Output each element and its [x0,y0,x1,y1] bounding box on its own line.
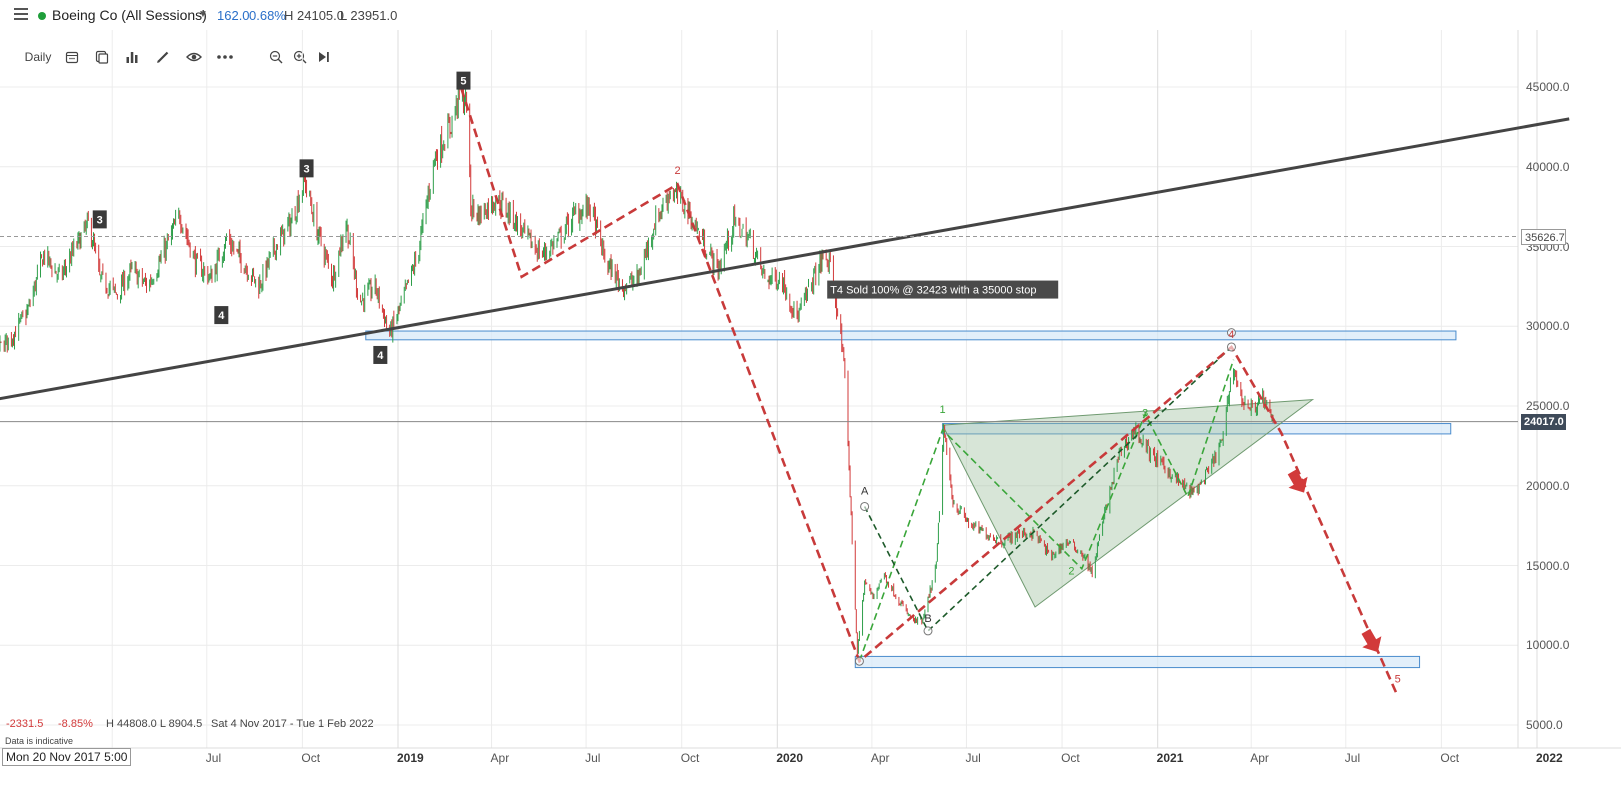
x-tick-label: 2019 [397,751,424,765]
wave-label: 4 [377,350,384,362]
session-low: L 23951.0 [340,8,398,23]
trade-annotation-box [827,280,1059,299]
range-change-percent: -8.85% [58,718,93,730]
cursor-date-label: Mon 20 Nov 2017 5:00 [2,748,132,766]
arrow-head [1361,628,1382,653]
range-period: Sat 4 Nov 2017 - Tue 1 Feb 2022 [211,718,374,730]
wave-label-box [92,210,107,229]
price-change: 162.0 [217,8,250,23]
wave-label: 1 [939,404,945,416]
crosshair-price-tag: 35626.7 [1521,228,1566,245]
chevron-down-icon[interactable]: ▼ [198,9,208,20]
wave-label-box [299,159,314,178]
hamburger-menu-icon[interactable] [14,8,28,20]
x-tick-label: Apr [490,751,510,765]
symbol-header: Boeing Co (All Sessions) ▼ 162.0 0.68% H… [0,0,1621,30]
wave-label: A [861,486,869,498]
pivot-marker [854,656,864,666]
wave-label: 5 [1395,674,1401,686]
eye-icon[interactable] [184,46,204,68]
x-tick-label: Jul [1344,751,1361,765]
y-tick-label: 20000.0 [1526,478,1570,493]
pivot-marker [923,626,933,636]
down-arrow-icon [1287,469,1308,493]
arrow-head [1287,469,1308,493]
wave-label: 2 [674,165,680,177]
wave-label: 3 [1142,407,1148,419]
wave-label: B [924,613,931,625]
skip-to-end-icon[interactable] [315,46,333,68]
wave-count-green-dashed [858,359,1235,662]
last-price-tag: 24017.0 [1521,413,1566,430]
data-indicative-note: Data is indicative [5,736,74,746]
wave-label-box [456,71,471,90]
x-tick-label: Jul [585,751,601,765]
x-tick-label: Oct [1061,751,1080,765]
indicators-icon[interactable] [123,46,141,68]
wave-label: 5 [460,76,466,88]
y-tick-label: 5000.0 [1526,718,1563,732]
pivot-marker [1226,328,1236,338]
x-tick-label: 2021 [1156,751,1184,765]
wave-label: 3 [97,214,103,226]
x-tick-label: Apr [870,751,890,765]
calendar-icon[interactable] [63,46,81,68]
support-zone [942,423,1452,435]
wave-label: 2 [1068,565,1074,577]
interval-selector[interactable]: Daily [24,50,52,64]
price-change-percent: 0.68% [249,8,286,23]
trade-annotation: T4 Sold 100% @ 32423 with a 35000 stop [830,285,1036,297]
x-tick-label: Oct [301,751,321,765]
wave-label: 4 [1228,329,1234,341]
symbol-name[interactable]: Boeing Co (All Sessions) [52,7,207,23]
y-tick-label: 25000.0 [1526,399,1570,413]
wave-label: 3 [303,163,309,175]
x-tick-label: 2020 [776,751,804,765]
wave-label-box [214,306,229,325]
pivot-marker [1226,342,1236,352]
x-tick-label: Jul [965,751,981,765]
trendline [0,117,1570,401]
x-tick-label: Apr [1250,751,1269,765]
x-tick-label: Oct [680,751,700,765]
y-tick-label: 30000.0 [1526,319,1570,334]
x-tick-label: Jul [205,751,222,765]
pivot-marker [860,501,870,511]
wave-label-box [373,345,388,364]
x-tick-label: Oct [1440,751,1460,765]
support-zone [854,655,1421,669]
down-arrow-icon [1361,628,1382,653]
triangle-pattern [941,399,1315,608]
elliott-wave-red-dashed [460,88,1399,697]
wave-label: 4 [218,310,225,322]
draw-icon[interactable] [154,46,172,68]
zoom-in-icon[interactable] [291,46,309,68]
y-tick-label: 15000.0 [1526,558,1570,573]
range-high-low: H 44808.0 L 8904.5 [106,718,203,730]
copy-icon[interactable] [93,46,111,68]
session-high: H 24105.0 [284,8,344,23]
x-tick-label: 2022 [1536,751,1563,765]
market-status-indicator [38,12,46,20]
support-zone [365,330,1457,341]
zoom-out-icon[interactable] [267,46,285,68]
y-tick-label: 45000.0 [1526,80,1570,94]
y-tick-label: 10000.0 [1526,638,1570,653]
range-change: -2331.5 [6,718,44,730]
more-icon[interactable] [214,46,236,68]
y-tick-label: 40000.0 [1526,159,1570,174]
